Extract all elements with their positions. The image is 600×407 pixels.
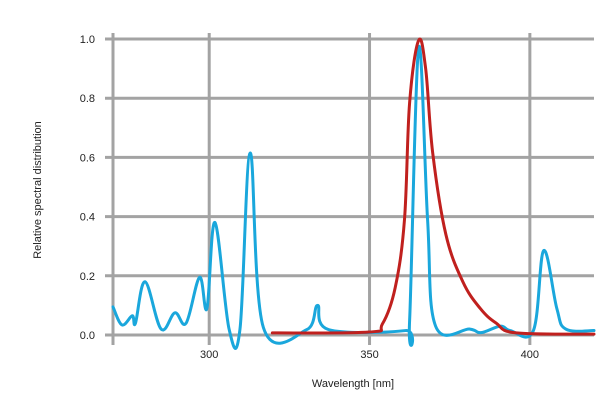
y-tick-label: 0.6 [80,152,95,164]
y-tick-label: 0.8 [80,93,95,105]
grid [105,33,594,345]
y-tick-label: 0.0 [80,330,95,342]
y-tick-label: 0.4 [80,212,95,224]
y-tick-label: 0.2 [80,271,95,283]
series-lines [111,37,596,350]
x-tick-label: 350 [360,349,378,361]
x-tick-label: 400 [521,349,539,361]
y-tick-label: 1.0 [80,34,95,46]
y-axis-label: Relative spectral distribution [32,121,44,259]
series-line-red [270,37,596,336]
tick-labels: 0.0 0.2 0.4 0.6 0.8 1.0 300 350 400 [80,34,539,361]
series-line-blue [111,44,596,350]
x-tick-label: 300 [200,349,218,361]
x-axis-label: Wavelength [nm] [312,378,394,390]
